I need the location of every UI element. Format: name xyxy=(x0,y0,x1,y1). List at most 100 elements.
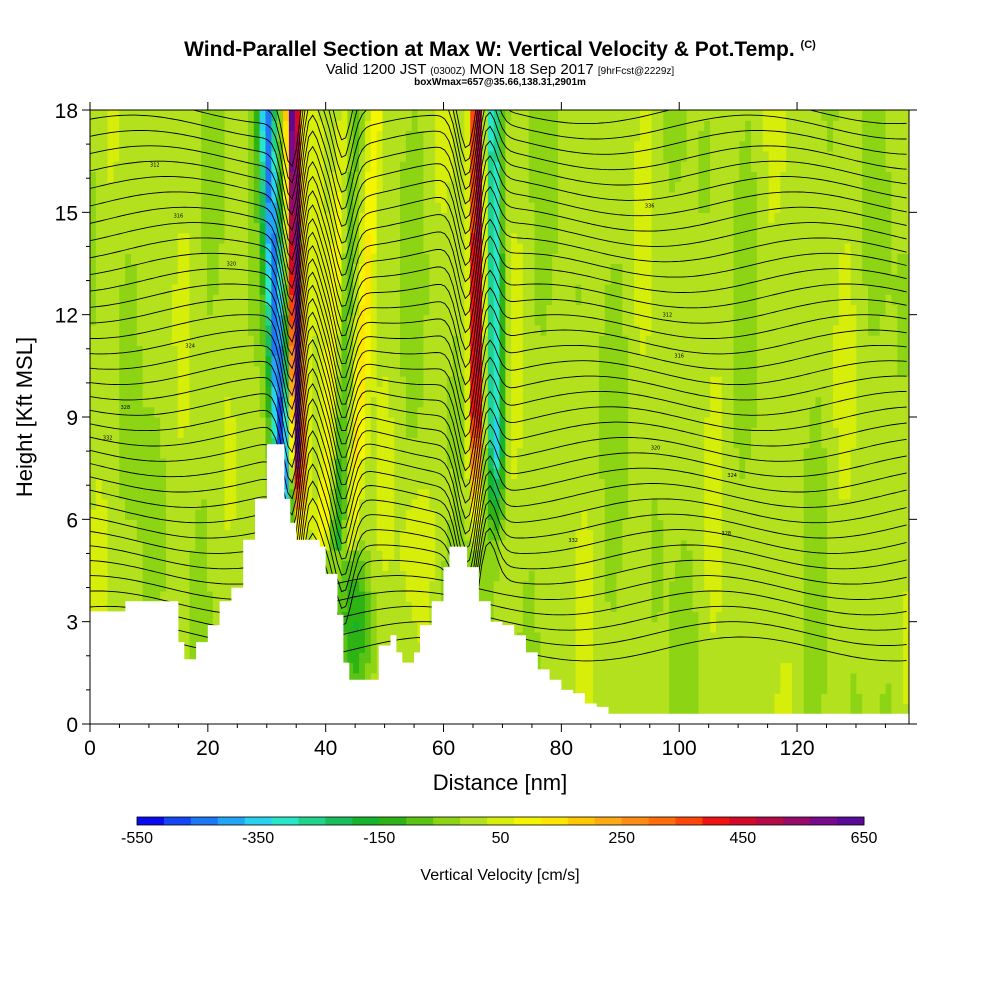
velocity-cell xyxy=(189,181,196,193)
velocity-cell xyxy=(306,232,313,244)
velocity-cell xyxy=(230,110,237,121)
velocity-cell xyxy=(195,498,202,510)
velocity-cell xyxy=(558,304,565,316)
velocity-cell xyxy=(101,314,109,326)
velocity-cell xyxy=(394,335,401,346)
velocity-cell xyxy=(441,560,448,572)
velocity-cell xyxy=(505,570,512,582)
velocity-cell xyxy=(388,191,395,203)
velocity-cell xyxy=(493,478,501,490)
velocity-cell xyxy=(195,273,202,285)
velocity-cell xyxy=(359,171,366,183)
velocity-cell xyxy=(522,314,530,326)
velocity-cell xyxy=(405,304,413,316)
velocity-cell xyxy=(189,335,196,346)
velocity-cell xyxy=(183,580,191,592)
velocity-cell xyxy=(458,406,465,418)
velocity-cell xyxy=(177,478,185,490)
velocity-cell xyxy=(259,161,267,172)
velocity-cell xyxy=(341,539,348,551)
velocity-cell xyxy=(171,560,179,572)
velocity-cell xyxy=(364,263,372,275)
velocity-cell xyxy=(546,181,553,193)
velocity-cell xyxy=(458,355,465,367)
velocity-cell xyxy=(376,488,384,500)
velocity-cell xyxy=(312,283,319,295)
velocity-cell xyxy=(540,509,547,520)
velocity-cell xyxy=(113,417,120,428)
velocity-cell xyxy=(435,120,442,132)
velocity-cell xyxy=(107,110,114,121)
velocity-cell xyxy=(283,386,290,398)
velocity-cell xyxy=(364,324,372,336)
velocity-cell xyxy=(154,509,161,520)
velocity-cell xyxy=(359,202,366,213)
velocity-cell xyxy=(569,447,577,459)
velocity-cell xyxy=(364,447,372,459)
velocity-cell xyxy=(265,110,272,121)
velocity-cell xyxy=(90,171,97,183)
velocity-cell xyxy=(324,539,331,551)
velocity-cell xyxy=(534,232,542,244)
velocity-cell xyxy=(166,335,173,346)
velocity-cell xyxy=(464,150,471,162)
velocity-cell xyxy=(382,324,389,336)
velocity-cell xyxy=(201,324,208,336)
velocity-cell xyxy=(154,437,161,449)
velocity-cell xyxy=(464,314,471,326)
velocity-cell xyxy=(101,212,109,224)
velocity-cell xyxy=(499,140,506,152)
velocity-cell xyxy=(481,447,489,459)
velocity-cell xyxy=(341,396,348,408)
velocity-cell xyxy=(183,120,191,132)
velocity-cell xyxy=(207,294,214,306)
velocity-cell xyxy=(534,140,542,152)
velocity-cell xyxy=(312,365,319,377)
velocity-cell xyxy=(452,171,460,183)
velocity-cell xyxy=(493,396,501,408)
velocity-cell xyxy=(569,232,577,244)
velocity-cell xyxy=(400,355,407,367)
velocity-cell xyxy=(224,243,231,254)
velocity-cell xyxy=(493,355,501,367)
velocity-cell xyxy=(113,539,120,551)
velocity-cell xyxy=(493,304,501,316)
velocity-cell xyxy=(294,110,302,121)
velocity-cell xyxy=(306,273,313,285)
velocity-cell xyxy=(142,437,150,449)
velocity-cell xyxy=(435,202,442,213)
velocity-cell xyxy=(394,150,401,162)
velocity-cell xyxy=(441,529,448,541)
velocity-cell xyxy=(183,478,191,490)
velocity-cell xyxy=(101,304,109,316)
velocity-cell xyxy=(253,130,261,142)
velocity-cell xyxy=(370,631,378,643)
velocity-cell xyxy=(476,468,483,479)
velocity-cell xyxy=(394,427,401,439)
velocity-cell xyxy=(370,550,378,561)
velocity-cell xyxy=(101,437,109,449)
velocity-cell xyxy=(505,273,512,285)
velocity-cell xyxy=(201,222,208,234)
velocity-cell xyxy=(511,355,518,367)
velocity-cell xyxy=(259,263,267,275)
velocity-cell xyxy=(113,529,120,541)
velocity-cell xyxy=(522,417,530,428)
velocity-cell xyxy=(505,365,512,377)
velocity-cell xyxy=(271,417,278,428)
velocity-cell xyxy=(569,314,577,326)
velocity-cell xyxy=(517,417,524,428)
velocity-cell xyxy=(429,171,436,183)
velocity-cell xyxy=(265,396,272,408)
velocity-cell xyxy=(136,273,144,285)
velocity-cell xyxy=(195,130,202,142)
velocity-cell xyxy=(493,376,501,387)
velocity-cell xyxy=(195,417,202,428)
velocity-cell xyxy=(534,529,542,541)
velocity-cell xyxy=(370,263,378,275)
velocity-cell xyxy=(493,263,501,275)
velocity-cell xyxy=(201,304,208,316)
velocity-cell xyxy=(101,150,109,162)
velocity-cell xyxy=(294,488,302,500)
velocity-cell xyxy=(189,263,196,275)
